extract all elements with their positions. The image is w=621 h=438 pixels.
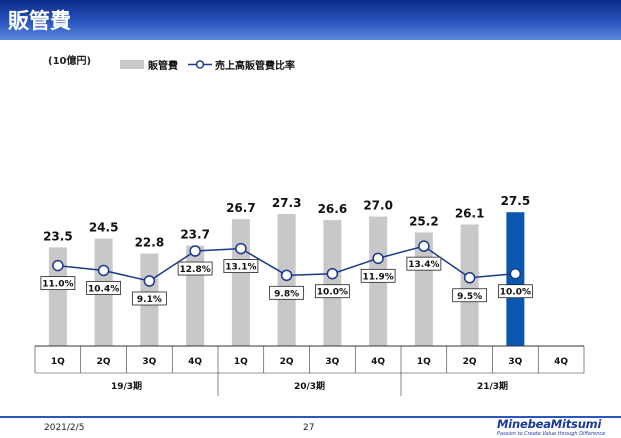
brand-tagline: Passion to Create Value through Differen… <box>497 431 606 437</box>
ratio-label: 9.8% <box>274 289 299 299</box>
footer-divider <box>0 416 621 418</box>
x-tick-label: 2Q <box>463 357 477 367</box>
group-label: 21/3期 <box>477 380 508 392</box>
bar-value-label: 26.1 <box>455 207 485 221</box>
ratio-label: 13.4% <box>408 260 439 270</box>
x-tick-label: 2Q <box>280 357 294 367</box>
ratio-label: 9.1% <box>137 295 162 305</box>
bar <box>186 245 205 346</box>
bar-value-label: 25.2 <box>409 214 439 228</box>
ratio-point <box>463 272 476 284</box>
unit-label: (10億円) <box>48 56 92 67</box>
x-tick-label: 3Q <box>142 357 156 367</box>
ratio-label: 12.8% <box>180 265 211 275</box>
bar-value-label: 26.7 <box>226 201 256 215</box>
page-title: 販管費 <box>8 9 71 33</box>
ratio-label-box <box>223 259 259 274</box>
ratio-label-box <box>406 256 442 271</box>
bar <box>460 224 479 346</box>
brand-name: MinebeaMitsumi <box>497 417 602 431</box>
ratio-label-box <box>177 261 213 276</box>
ratio-label: 10.0% <box>500 288 531 298</box>
ratio-label-box <box>86 281 122 295</box>
ratio-label-box <box>40 276 76 291</box>
ratio-point <box>326 267 339 280</box>
chart: 販管費 売上高販管費比率 23.5 24.5 22.8 23.7 26.7 27.3 26.6 2… <box>34 59 585 396</box>
ratio-label: 9.5% <box>457 292 482 302</box>
ratio-label: 10.4% <box>88 284 119 294</box>
bar-value-label: 27.3 <box>272 196 302 210</box>
group-label: 19/3期 <box>111 380 142 392</box>
ratio-label-box <box>360 268 396 283</box>
page-number: 27 <box>303 423 315 433</box>
ratio-point <box>189 245 201 257</box>
x-tick-label: 1Q <box>417 357 431 367</box>
ratio-label-box <box>452 288 488 303</box>
bar-value-label: 24.5 <box>89 221 119 235</box>
ratio-label-box <box>131 291 167 306</box>
brand-logo: MinebeaMitsumi Passion to Create Value t… <box>497 417 606 438</box>
ratio-label: 13.1% <box>225 263 256 273</box>
x-tick-label: 4Q <box>188 357 202 367</box>
bar-value-label: 23.7 <box>180 228 210 242</box>
bar <box>231 219 250 346</box>
bar-value-label: 23.5 <box>43 229 73 243</box>
x-tick-label: 3Q <box>508 357 522 367</box>
bar <box>48 247 67 346</box>
x-tick-label: 1Q <box>51 357 65 367</box>
ratio-label-box <box>314 284 350 299</box>
ratio-point <box>52 259 64 272</box>
legend-line-marker <box>195 60 205 69</box>
ratio-point <box>235 242 247 255</box>
bar-value-label: 26.6 <box>318 202 348 216</box>
legend-bar-swatch <box>120 60 144 69</box>
x-tick-label: 4Q <box>554 357 568 367</box>
x-tick-label: 4Q <box>371 357 385 367</box>
legend-line-label: 売上高販管費比率 <box>215 59 295 72</box>
bar-value-label: 27.5 <box>501 194 531 208</box>
ratio-label: 11.9% <box>363 272 394 282</box>
ratio-point <box>372 252 384 265</box>
group-label: 20/3期 <box>294 380 325 392</box>
ratio-point <box>97 264 110 277</box>
x-tick-label: 1Q <box>234 357 248 367</box>
bar-value-label: 22.8 <box>135 236 165 250</box>
ratio-point <box>143 275 156 287</box>
ratio-label: 10.0% <box>317 288 348 298</box>
ratio-point <box>280 269 293 282</box>
ratio-point <box>509 267 522 280</box>
x-tick-label: 3Q <box>325 357 339 367</box>
x-tick-label: 2Q <box>97 357 111 367</box>
ratio-point <box>418 240 430 252</box>
ratio-label-box <box>269 285 305 300</box>
ratio-label: 11.0% <box>42 280 73 290</box>
ratio-label-box <box>497 284 533 299</box>
footer-date: 2021/2/5 <box>44 423 85 433</box>
bar-value-label: 27.0 <box>363 199 393 213</box>
legend-bar-label: 販管費 <box>148 59 178 72</box>
title-bar: 販管費 <box>0 0 621 40</box>
bar <box>323 220 342 346</box>
